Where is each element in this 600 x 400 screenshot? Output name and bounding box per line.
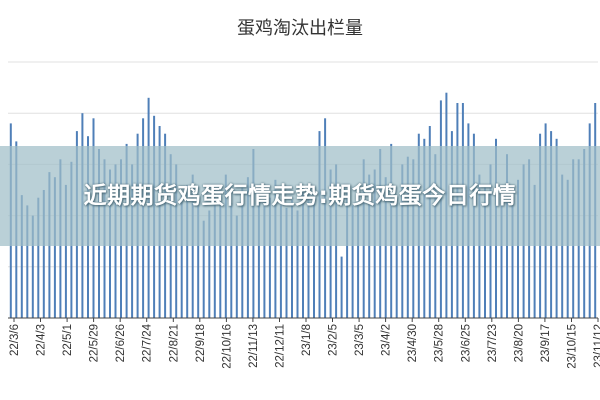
bar bbox=[291, 200, 293, 318]
bar bbox=[197, 205, 200, 318]
bar bbox=[191, 174, 194, 318]
x-tick-label: 22/12/11 bbox=[275, 324, 287, 368]
bar bbox=[20, 195, 23, 318]
x-tick-label: 22/6/26 bbox=[115, 324, 127, 362]
bar bbox=[346, 190, 349, 318]
x-tick-label: 22/9/18 bbox=[195, 324, 207, 362]
bar bbox=[274, 179, 277, 318]
x-tick-label: 23/6/25 bbox=[460, 324, 472, 362]
x-tick-label: 23/11/12 bbox=[593, 324, 600, 368]
bar bbox=[313, 200, 315, 318]
bar bbox=[224, 174, 227, 318]
caption-text: 近期期货鸡蛋行情走势:期货鸡蛋今日行情 bbox=[83, 183, 517, 209]
bar bbox=[241, 184, 244, 318]
x-tick-label: 23/1/8 bbox=[301, 324, 313, 356]
bar bbox=[500, 205, 503, 318]
bar bbox=[42, 190, 45, 318]
bar bbox=[296, 210, 299, 318]
chart-title: 蛋鸡淘汰出栏量 bbox=[237, 18, 363, 39]
bar bbox=[213, 190, 216, 318]
bar bbox=[533, 184, 536, 318]
bar bbox=[230, 202, 233, 318]
x-tick-label: 23/3/5 bbox=[354, 324, 366, 356]
x-tick-label: 22/5/29 bbox=[89, 324, 101, 362]
bar bbox=[351, 205, 354, 318]
bar bbox=[357, 195, 360, 318]
x-tick-label: 22/7/24 bbox=[142, 323, 154, 362]
x-tick-label: 22/4/3 bbox=[36, 324, 48, 356]
bar bbox=[307, 192, 310, 318]
x-tick-label: 23/7/23 bbox=[487, 324, 499, 362]
bar bbox=[64, 184, 67, 318]
bar bbox=[235, 215, 238, 318]
bar bbox=[186, 184, 189, 318]
bar bbox=[31, 215, 34, 318]
bar bbox=[268, 197, 271, 318]
x-tick-label: 22/11/13 bbox=[248, 324, 260, 368]
x-tick-label: 23/8/20 bbox=[513, 324, 525, 362]
bar bbox=[208, 210, 211, 318]
bar bbox=[246, 177, 249, 318]
bar bbox=[566, 179, 569, 318]
bar bbox=[279, 205, 282, 318]
bar bbox=[257, 190, 260, 318]
x-tick-label: 23/4/2 bbox=[381, 324, 393, 356]
bar bbox=[202, 220, 205, 318]
bar bbox=[263, 200, 266, 318]
x-tick-label: 23/4/30 bbox=[407, 324, 419, 362]
bar bbox=[53, 177, 56, 318]
x-tick-label: 22/5/1 bbox=[62, 324, 74, 356]
bar bbox=[340, 256, 343, 318]
bar bbox=[511, 195, 514, 318]
bar bbox=[517, 179, 519, 318]
x-tick-label: 23/9/17 bbox=[540, 324, 552, 362]
x-tick-label: 23/5/28 bbox=[434, 324, 446, 362]
x-tick-label: 22/10/16 bbox=[221, 324, 233, 369]
x-tick-label: 23/10/15 bbox=[567, 324, 579, 369]
x-tick-labels: 22/3/6 22/4/3 22/5/1 22/5/29 22/6/26 22/7/24 2… bbox=[9, 318, 600, 369]
bar bbox=[384, 177, 387, 318]
bar bbox=[368, 174, 371, 318]
bar bbox=[219, 195, 222, 318]
x-tick-label: 22/8/21 bbox=[168, 324, 180, 362]
bar bbox=[478, 174, 481, 318]
bar bbox=[26, 205, 29, 318]
bar bbox=[395, 202, 398, 318]
caption-banner: 近期期货鸡蛋行情走势:期货鸡蛋今日行情 bbox=[0, 146, 600, 246]
bar bbox=[180, 195, 183, 318]
bar bbox=[302, 190, 304, 318]
bar bbox=[484, 184, 486, 318]
x-tick-label: 22/3/6 bbox=[9, 324, 21, 356]
x-tick-label: 23/2/5 bbox=[328, 324, 340, 356]
bar bbox=[37, 197, 40, 318]
bar bbox=[285, 207, 288, 318]
bar bbox=[561, 174, 564, 318]
